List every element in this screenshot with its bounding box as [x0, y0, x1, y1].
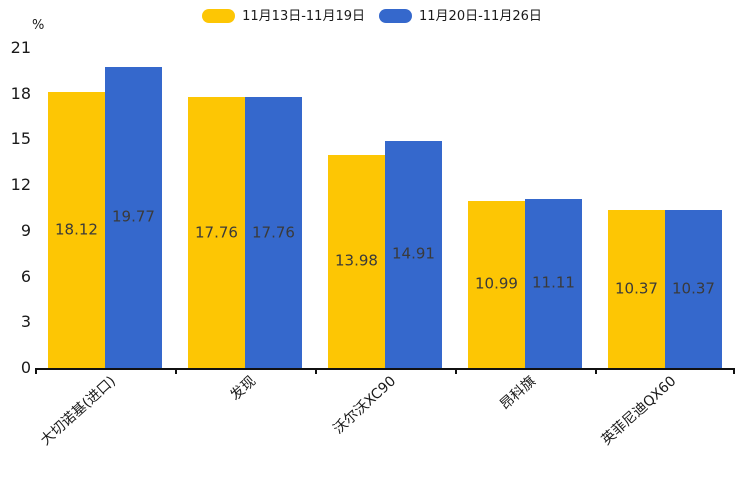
bar-value-label: 13.98: [335, 251, 378, 270]
y-tick-label: 3: [20, 312, 31, 332]
y-axis: 0 3 6 9 12 15 18 21: [0, 39, 31, 377]
y-axis-unit-label: %: [32, 18, 45, 33]
bar: 18.12: [48, 91, 105, 368]
legend-label: 11月13日-11月19日: [242, 9, 365, 24]
bar: 11.11: [525, 198, 582, 368]
x-axis-label: 英菲尼迪QX60: [598, 373, 680, 449]
x-tick-mark: [455, 368, 457, 374]
bar: 13.98: [328, 154, 385, 368]
y-tick-label: 6: [20, 266, 31, 286]
legend-label: 11月20日-11月26日: [419, 9, 542, 24]
bar-value-label: 19.77: [112, 207, 155, 226]
bar: 19.77: [105, 66, 162, 368]
bar-value-label: 14.91: [392, 244, 435, 263]
y-tick-label: 18: [10, 83, 31, 103]
x-tick-mark: [595, 368, 597, 374]
y-tick-label: 15: [10, 129, 31, 149]
bar-value-label: 17.76: [252, 223, 295, 242]
y-tick-label: 12: [10, 175, 31, 195]
bar-value-label: 18.12: [55, 220, 98, 239]
legend-swatch-icon: [379, 9, 412, 23]
bar: 10.37: [665, 209, 722, 368]
bar-value-label: 17.76: [195, 223, 238, 242]
bar: 10.37: [608, 209, 665, 368]
x-axis-label: 沃尔沃XC90: [330, 373, 400, 438]
legend-item[interactable]: 11月13日-11月19日: [202, 9, 365, 23]
bar: 17.76: [188, 97, 245, 368]
y-tick-label: 9: [20, 220, 31, 240]
bar-value-label: 10.37: [615, 279, 658, 298]
x-axis-label: 大切诺基(进口): [37, 373, 120, 449]
x-tick-mark: [315, 368, 317, 374]
legend-item[interactable]: 11月20日-11月26日: [379, 9, 542, 23]
bar: 10.99: [468, 200, 525, 368]
x-axis-label: 昂科旗: [497, 373, 540, 414]
y-tick-label: 21: [10, 38, 31, 57]
x-tick-mark: [733, 368, 735, 374]
y-tick-label: 0: [20, 358, 31, 377]
legend: 11月13日-11月19日 11月20日-11月26日: [0, 9, 744, 23]
x-tick-mark: [175, 368, 177, 374]
plot-area: 18.12 19.77 大切诺基(进口) 17.76 17.76 发现 13.98 14.91…: [35, 48, 735, 449]
bar: 17.76: [245, 97, 302, 368]
x-tick-mark: [35, 368, 37, 374]
x-axis-label: 发现: [227, 373, 260, 404]
bar-value-label: 10.99: [475, 274, 518, 293]
bar-value-label: 11.11: [532, 273, 575, 292]
bar-value-label: 10.37: [672, 279, 715, 298]
legend-swatch-icon: [202, 9, 236, 23]
bar: 14.91: [385, 140, 442, 368]
